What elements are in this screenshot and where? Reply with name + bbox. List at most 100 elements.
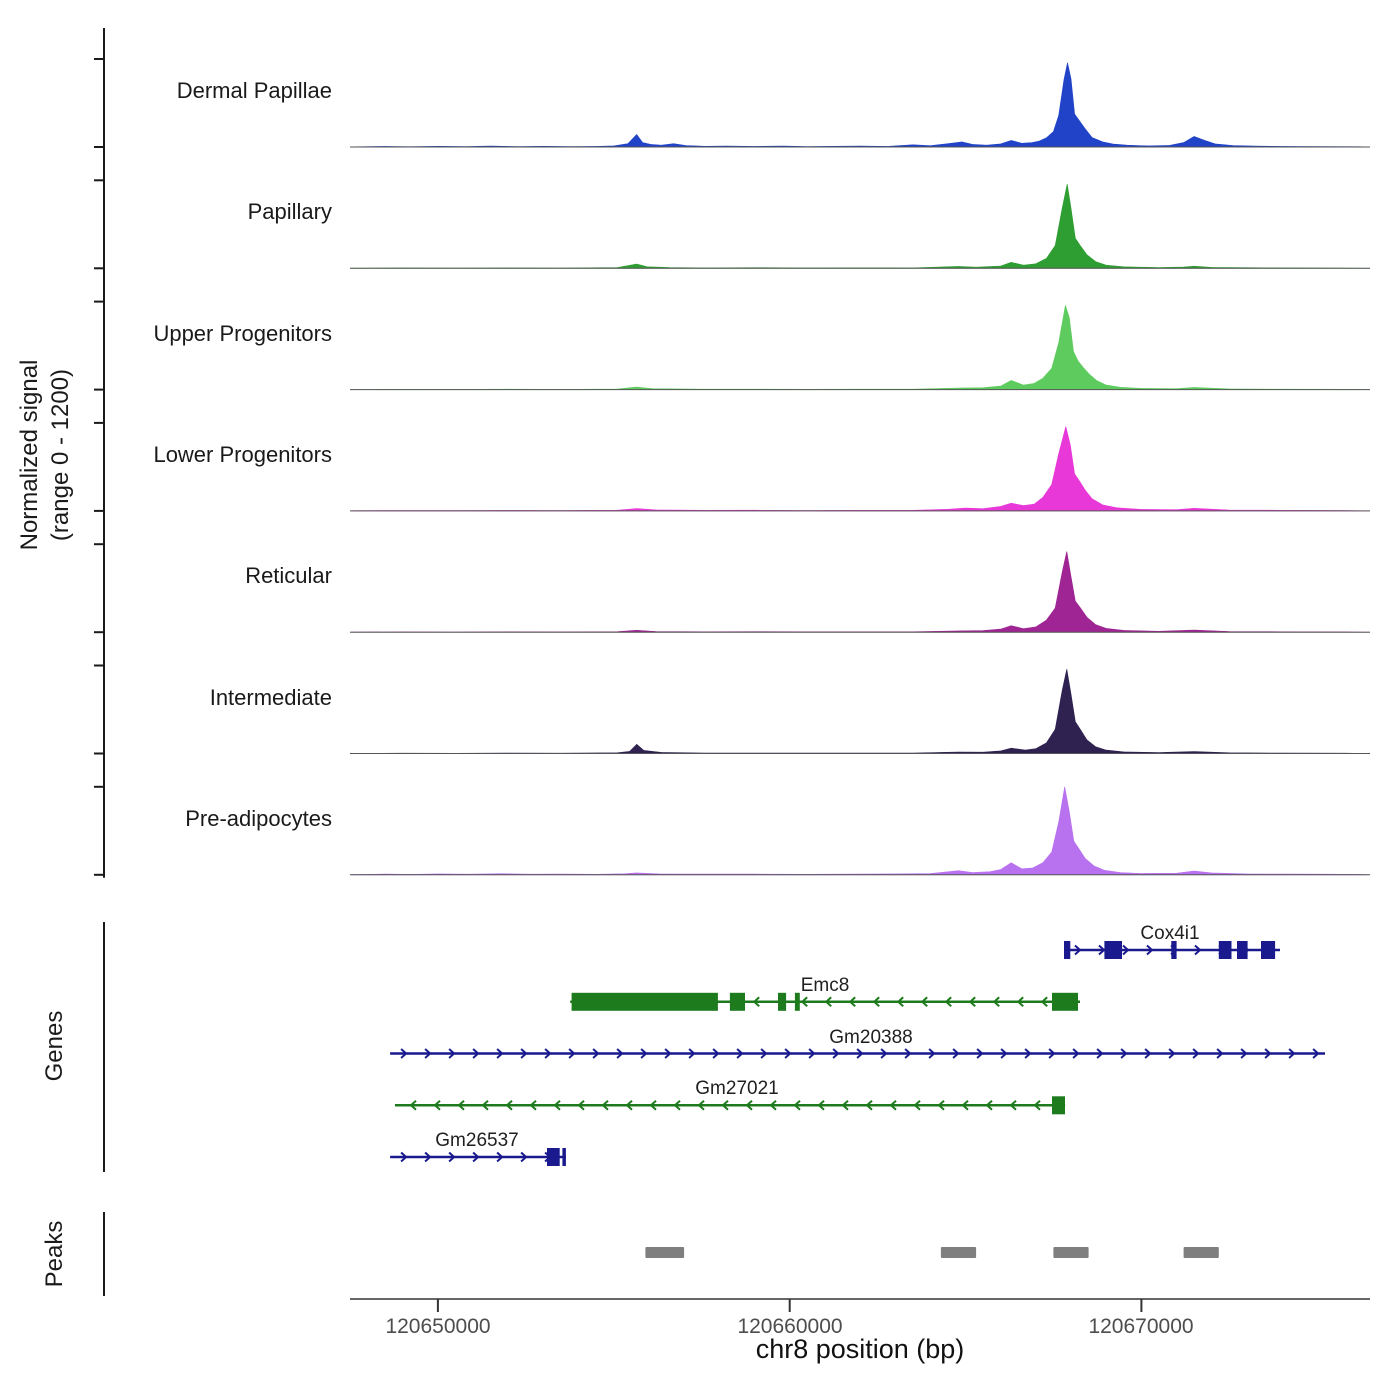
strand-arrow-icon [529,1100,537,1111]
strand-arrow-icon [872,996,880,1007]
strand-arrow-icon [1009,1100,1017,1111]
strand-arrow-icon [904,1048,912,1059]
strand-arrow-icon [1168,1048,1176,1059]
strand-arrow-icon [944,996,952,1007]
strand-arrow-icon [1040,996,1048,1007]
strand-arrow-icon [520,1151,528,1163]
strand-arrow-icon [769,1100,777,1111]
strand-arrow-icon [673,1100,681,1111]
strand-arrow-icon [433,1100,441,1111]
strand-arrow-icon [1033,1100,1041,1111]
y-axis-label-line2: (range 0 - 1200) [47,368,74,542]
gene-exon-gm26537-0 [547,1148,560,1166]
strand-arrow-icon [601,1100,609,1111]
strand-arrow-icon [937,1100,945,1111]
signal-area-lower-progenitors [349,426,1371,512]
y-axis-label-line1: Normalized signal [15,359,43,551]
strand-arrow-icon [841,1100,849,1111]
strand-arrow-icon [457,1100,465,1111]
strand-arrow-icon [553,1100,561,1111]
strand-arrow-icon [400,1151,408,1163]
peak-region-2 [1053,1247,1089,1258]
strand-arrow-icon [889,1100,897,1111]
x-axis-title: chr8 position (bp) [755,1334,965,1364]
strand-arrow-icon [505,1100,513,1111]
strand-arrow-icon [520,1048,528,1059]
strand-arrow-icon [1146,944,1154,956]
peaks-section-label: Peaks [41,1220,68,1288]
strand-arrow-icon [448,1048,456,1059]
strand-arrow-icon [736,1048,744,1059]
strand-arrow-icon [745,1100,753,1111]
strand-arrow-icon [424,1151,432,1163]
gene-exon-emc8-0 [571,992,718,1011]
strand-arrow-icon [1096,1048,1104,1059]
strand-arrow-icon [856,1048,864,1059]
strand-arrow-icon [1216,1048,1224,1059]
peak-region-1 [940,1247,977,1258]
strand-arrow-icon [592,1048,600,1059]
strand-arrow-icon [664,1048,672,1059]
strand-arrow-icon [1098,944,1106,956]
strand-arrow-icon [985,1100,993,1111]
strand-arrow-icon [1120,1048,1128,1059]
strand-arrow-icon [817,1100,825,1111]
strand-arrow-icon [1048,1048,1056,1059]
gene-exon-emc8-4 [1052,992,1078,1011]
strand-arrow-icon [784,1048,792,1059]
strand-arrow-icon [1288,1048,1296,1059]
strand-arrow-icon [1122,944,1130,956]
strand-arrow-icon [1074,944,1082,956]
strand-arrow-icon [976,1048,984,1059]
strand-arrow-icon [952,1048,960,1059]
gene-exon-cox4i1-3 [1218,941,1232,959]
strand-arrow-icon [1192,1048,1200,1059]
strand-arrow-icon [800,996,808,1007]
strand-arrow-icon [472,1048,480,1059]
gene-exon-gm26537-1 [562,1148,566,1166]
strand-arrow-icon [928,1048,936,1059]
strand-arrow-icon [920,996,928,1007]
gene-exon-cox4i1-1 [1104,941,1122,959]
gene-exon-cox4i1-0 [1064,941,1071,959]
peak-region-0 [645,1247,685,1258]
signal-area-dermal-papillae [349,62,1371,148]
strand-arrow-icon [496,1048,504,1059]
gene-exon-emc8-1 [729,992,745,1011]
strand-arrow-icon [568,1048,576,1059]
strand-arrow-icon [544,1048,552,1059]
strand-arrow-icon [865,1100,873,1111]
strand-arrow-icon [848,996,856,1007]
signal-area-upper-progenitors [349,305,1371,390]
strand-arrow-icon [496,1151,504,1163]
signal-area-pre-adipocytes [349,786,1371,876]
strand-arrow-icon [649,1100,657,1111]
strand-arrow-icon [400,1048,408,1059]
strand-arrow-icon [712,1048,720,1059]
gene-exon-gm27021-0 [1052,1096,1065,1115]
gene-exon-cox4i1-5 [1261,941,1276,959]
strand-arrow-icon [760,1048,768,1059]
strand-arrow-icon [481,1100,489,1111]
strand-arrow-icon [832,1048,840,1059]
strand-arrow-icon [808,1048,816,1059]
strand-arrow-icon [896,996,904,1007]
strand-arrow-icon [968,996,976,1007]
strand-arrow-icon [697,1100,705,1111]
strand-arrow-icon [992,996,1000,1007]
strand-arrow-icon [640,1048,648,1059]
strand-arrow-icon [472,1151,480,1163]
strand-arrow-icon [913,1100,921,1111]
strand-arrow-icon [1016,996,1024,1007]
strand-arrow-icon [625,1100,633,1111]
strand-arrow-icon [448,1151,456,1163]
strand-arrow-icon [616,1048,624,1059]
strand-arrow-icon [880,1048,888,1059]
strand-arrow-icon [688,1048,696,1059]
strand-arrow-icon [1000,1048,1008,1059]
gene-exon-emc8-3 [794,992,800,1011]
signal-area-papillary [349,183,1371,269]
gene-exon-cox4i1-4 [1237,941,1248,959]
